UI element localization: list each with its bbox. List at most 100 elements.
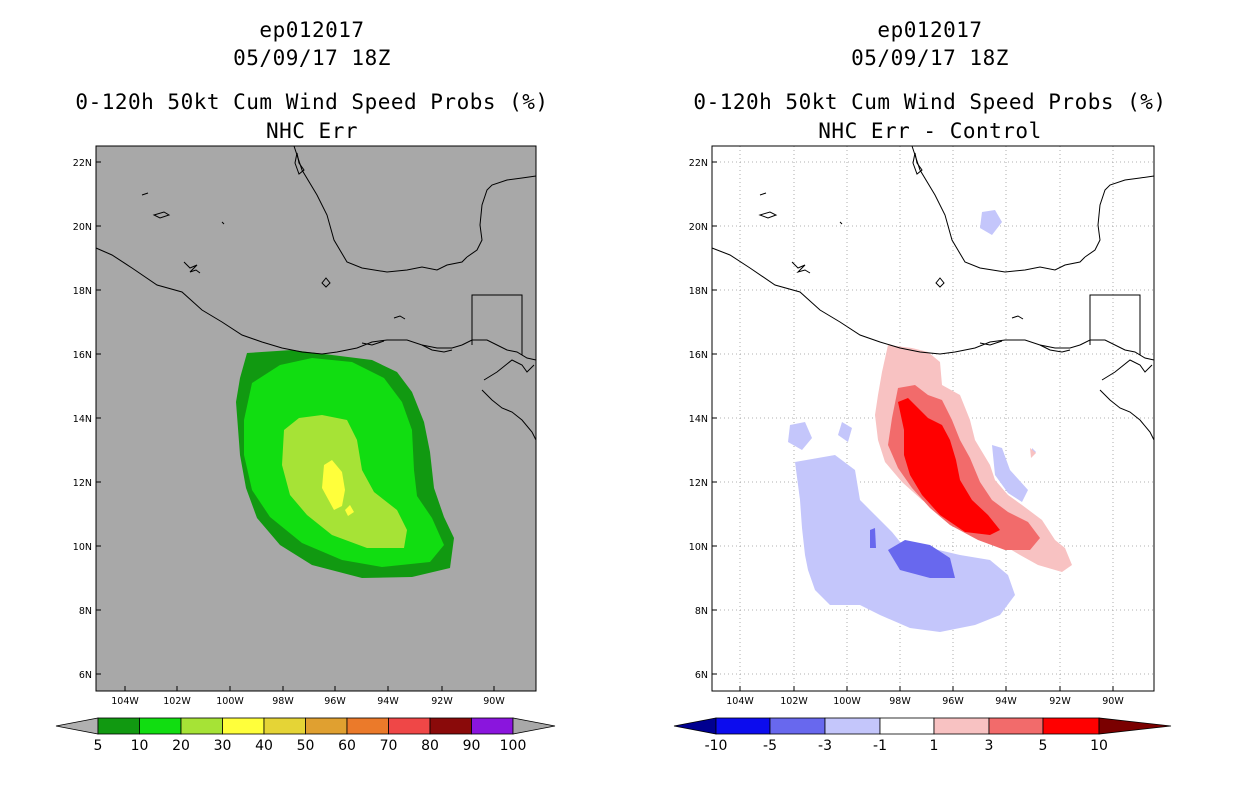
colorbar-swatch: [429, 717, 472, 735]
svg-text:90W: 90W: [483, 696, 505, 707]
svg-text:10N: 10N: [689, 542, 708, 553]
colorbar-label: 60: [338, 738, 356, 754]
lat-tick: 6N: [79, 670, 101, 681]
colorbar-label: -10: [705, 738, 728, 754]
contour-minus3-to-minus5: [870, 528, 876, 548]
lat-tick: 16N: [689, 350, 717, 361]
lon-tick: 102W: [163, 686, 191, 707]
lon-tick: 96W: [324, 686, 346, 707]
lat-axis: 22N 20N 18N 16N 14N 12N 10N 8N 6N: [73, 158, 101, 681]
product-title: 0-120h 50kt Cum Wind Speed Probs (%): [75, 90, 549, 114]
colorbar-swatch: [139, 717, 182, 735]
colorbar: -10 -5 -3 -1 1 3 5 10: [673, 717, 1172, 754]
coastlines-borders: [711, 145, 1155, 441]
svg-text:104W: 104W: [726, 696, 754, 707]
datetime: 05/09/17 18Z: [233, 46, 391, 70]
contour-minus1-to-minus3: [788, 422, 812, 450]
lon-tick: 102W: [780, 686, 808, 707]
coastlines-borders: [95, 145, 537, 441]
lat-tick: 14N: [73, 414, 101, 425]
colorbar-label: 10: [131, 738, 149, 754]
lat-tick: 12N: [73, 478, 101, 489]
contour-minus3-to-minus5: [888, 540, 955, 578]
colorbar-under-arrow: [673, 717, 717, 735]
colorbar-label: -1: [873, 738, 887, 754]
lon-tick: 104W: [726, 686, 754, 707]
lon-tick: 98W: [272, 686, 294, 707]
lon-tick: 100W: [833, 686, 861, 707]
panel-nhc-err: ep012017 05/09/17 18Z 0-120h 50kt Cum Wi…: [12, 0, 612, 800]
colorbar-swatch: [988, 717, 1044, 735]
lon-axis: 104W 102W 100W 98W 96W 94W 92W 90W: [726, 686, 1124, 707]
svg-text:94W: 94W: [995, 696, 1017, 707]
colorbar-label: 80: [421, 738, 439, 754]
svg-text:92W: 92W: [431, 696, 453, 707]
storm-id: ep012017: [259, 18, 365, 42]
lon-tick: 90W: [483, 686, 505, 707]
lon-axis: 104W 102W 100W 98W 96W 94W 92W 90W: [111, 686, 505, 707]
lat-tick: 8N: [695, 606, 717, 617]
svg-text:6N: 6N: [695, 670, 708, 681]
svg-text:96W: 96W: [324, 696, 346, 707]
lat-tick: 20N: [73, 222, 101, 233]
lon-tick: 90W: [1102, 686, 1124, 707]
svg-text:22N: 22N: [689, 158, 708, 169]
lat-tick: 16N: [73, 350, 101, 361]
colorbar-swatch: [388, 717, 431, 735]
panel-subtitle: NHC Err - Control: [818, 119, 1042, 143]
colorbar-label: 5: [94, 738, 103, 754]
colorbar-label: 90: [463, 738, 481, 754]
svg-text:12N: 12N: [73, 478, 92, 489]
colorbar-swatch: [769, 717, 826, 735]
lat-tick: 22N: [689, 158, 717, 169]
colorbar-label: 3: [985, 738, 994, 754]
contour-minus1-to-minus3: [992, 445, 1028, 502]
svg-text:18N: 18N: [689, 286, 708, 297]
lon-tick: 94W: [377, 686, 399, 707]
svg-text:22N: 22N: [73, 158, 92, 169]
svg-text:102W: 102W: [780, 696, 808, 707]
lon-tick: 98W: [889, 686, 911, 707]
svg-text:14N: 14N: [73, 414, 92, 425]
svg-text:98W: 98W: [272, 696, 294, 707]
svg-text:8N: 8N: [695, 606, 708, 617]
colorbar-label: 50: [297, 738, 315, 754]
colorbar-swatch: [180, 717, 223, 735]
svg-text:16N: 16N: [73, 350, 92, 361]
lat-axis: 22N 20N 18N 16N 14N 12N 10N 8N 6N: [689, 158, 717, 681]
colorbar-swatch: [263, 717, 306, 735]
svg-text:6N: 6N: [79, 670, 92, 681]
panel-subtitle: NHC Err: [265, 119, 358, 143]
colorbar: 5 10 20 30 40 50 60 70 80 90 100: [55, 717, 556, 754]
svg-text:96W: 96W: [942, 696, 964, 707]
svg-text:90W: 90W: [1102, 696, 1124, 707]
lat-tick: 12N: [689, 478, 717, 489]
contour-20pct: [282, 415, 407, 548]
lon-tick: 92W: [1049, 686, 1071, 707]
storm-id: ep012017: [877, 18, 983, 42]
colorbar-label: 10: [1090, 738, 1108, 754]
contour-minus1-to-minus3: [795, 455, 1015, 632]
svg-text:94W: 94W: [377, 696, 399, 707]
lon-tick: 96W: [942, 686, 964, 707]
svg-text:20N: 20N: [73, 222, 92, 233]
svg-text:92W: 92W: [1049, 696, 1071, 707]
lat-tick: 10N: [73, 542, 101, 553]
colorbar-swatch: [933, 717, 990, 735]
colorbar-label: 40: [255, 738, 273, 754]
colorbar-label: 5: [1039, 738, 1048, 754]
lat-tick: 14N: [689, 414, 717, 425]
svg-text:100W: 100W: [216, 696, 244, 707]
svg-text:20N: 20N: [689, 222, 708, 233]
svg-text:98W: 98W: [889, 696, 911, 707]
lat-tick: 6N: [695, 670, 717, 681]
lat-tick: 18N: [689, 286, 717, 297]
lon-tick: 92W: [431, 686, 453, 707]
contour-30pct: [322, 460, 354, 516]
colorbar-swatch: [471, 717, 514, 735]
colorbar-swatch: [879, 717, 935, 735]
contour-1-to-3: [1030, 448, 1036, 458]
svg-text:16N: 16N: [689, 350, 708, 361]
panel-nhc-err-minus-control: ep012017 05/09/17 18Z 0-120h 50kt Cum Wi…: [630, 0, 1230, 800]
colorbar-label: 100: [500, 738, 527, 754]
